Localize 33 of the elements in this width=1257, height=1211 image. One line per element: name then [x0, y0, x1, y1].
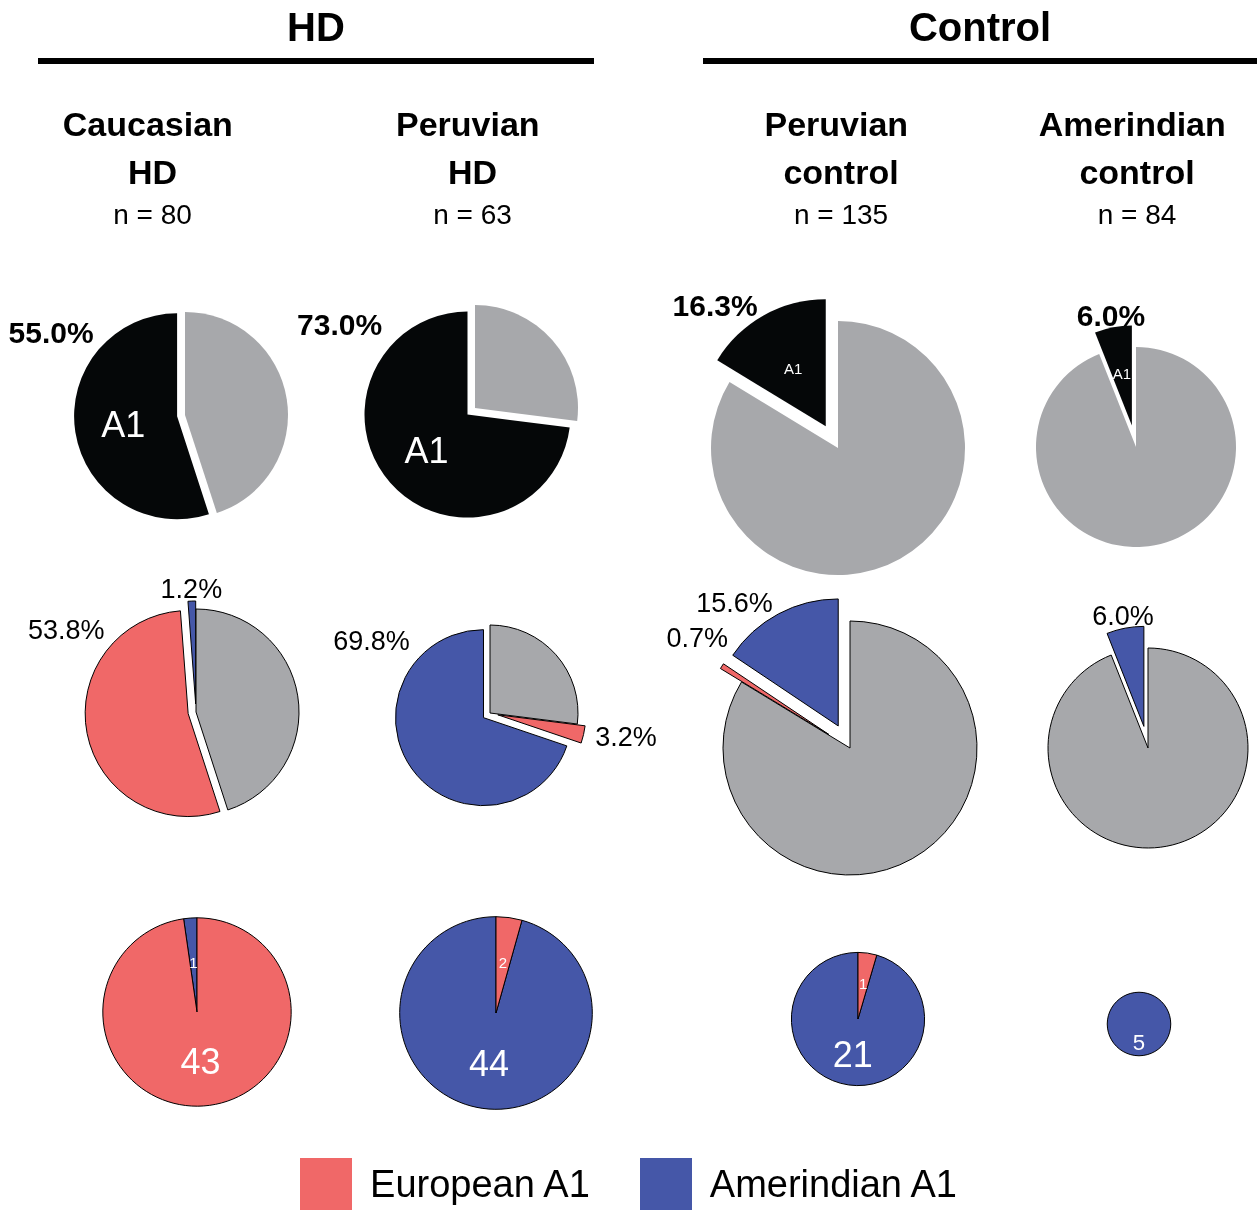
data-label: 6.0%: [1076, 298, 1146, 332]
data-label: 2: [498, 953, 508, 971]
chart-title: Amerindian control: [1038, 105, 1236, 191]
data-label: 1.2%: [160, 574, 223, 605]
slice-label: A1: [101, 404, 146, 446]
chart-title: Peruvian control: [764, 105, 918, 191]
data-label: 1: [858, 974, 868, 992]
slice-label: A1: [404, 430, 449, 472]
chart-title: Caucasian HD: [62, 105, 243, 191]
chart-subtitle: n = 84: [1097, 198, 1177, 230]
chart-title: Peruvian HD: [395, 105, 550, 191]
data-label: 6.0%: [1092, 601, 1154, 632]
data-label: 0.7%: [666, 623, 729, 654]
data-label: 44: [469, 1043, 510, 1085]
data-label: 15.6%: [696, 588, 773, 619]
legend-label: European A1: [370, 1162, 590, 1206]
data-label: 55.0%: [8, 316, 94, 350]
data-label: 16.3%: [672, 288, 758, 322]
text: Control: [907, 4, 1053, 51]
chart-subtitle: n = 80: [113, 198, 192, 230]
data-label: 73.0%: [297, 307, 383, 341]
data-label: 5: [1132, 1030, 1146, 1056]
data-label: 43: [180, 1041, 221, 1083]
slice-label: A1: [783, 359, 803, 377]
slice-label: A1: [1112, 364, 1132, 382]
chart-subtitle: n = 63: [433, 198, 512, 230]
data-label: 21: [832, 1034, 873, 1076]
data-label: 3.2%: [595, 722, 657, 753]
chart-subtitle: n = 135: [793, 198, 889, 230]
legend-label: Amerindian A1: [709, 1162, 957, 1206]
data-label: 53.8%: [28, 614, 105, 645]
text: HD: [286, 4, 346, 51]
data-label: 69.8%: [333, 625, 410, 656]
